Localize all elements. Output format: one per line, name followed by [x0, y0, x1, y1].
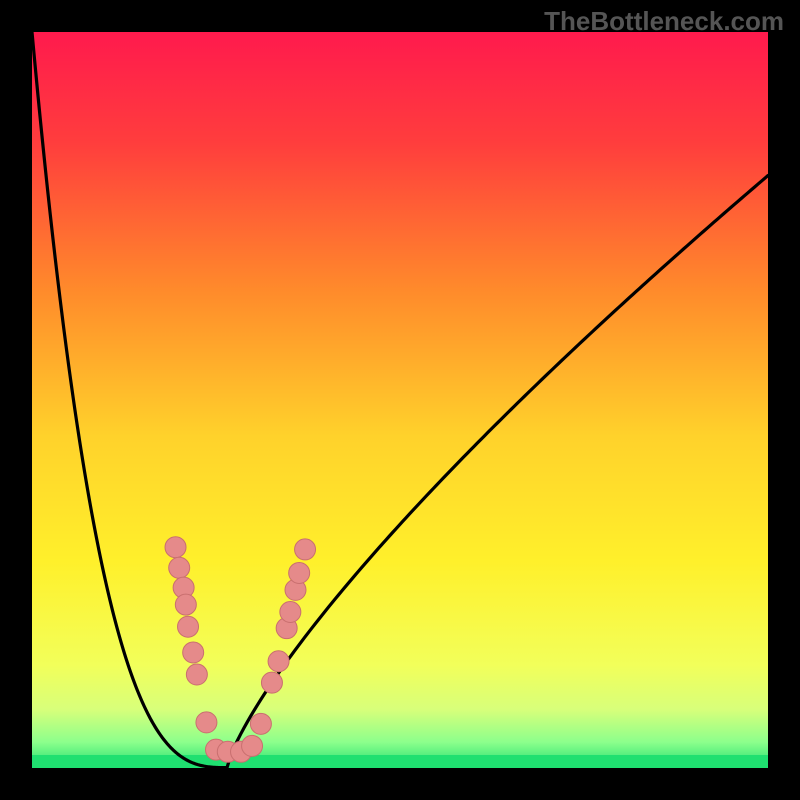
data-marker — [250, 713, 271, 734]
data-marker — [186, 664, 207, 685]
data-marker — [196, 712, 217, 733]
data-marker — [183, 642, 204, 663]
bottleneck-chart-svg — [0, 0, 800, 800]
data-marker — [261, 672, 282, 693]
data-marker — [165, 537, 186, 558]
chart-stage: TheBottleneck.com — [0, 0, 800, 800]
data-marker — [268, 651, 289, 672]
data-marker — [295, 539, 316, 560]
data-marker — [169, 557, 190, 578]
data-marker — [175, 594, 196, 615]
gradient-background — [32, 32, 768, 768]
data-marker — [242, 735, 263, 756]
baseline-band — [32, 755, 768, 768]
data-marker — [178, 616, 199, 637]
data-marker — [289, 562, 310, 583]
data-marker — [280, 601, 301, 622]
